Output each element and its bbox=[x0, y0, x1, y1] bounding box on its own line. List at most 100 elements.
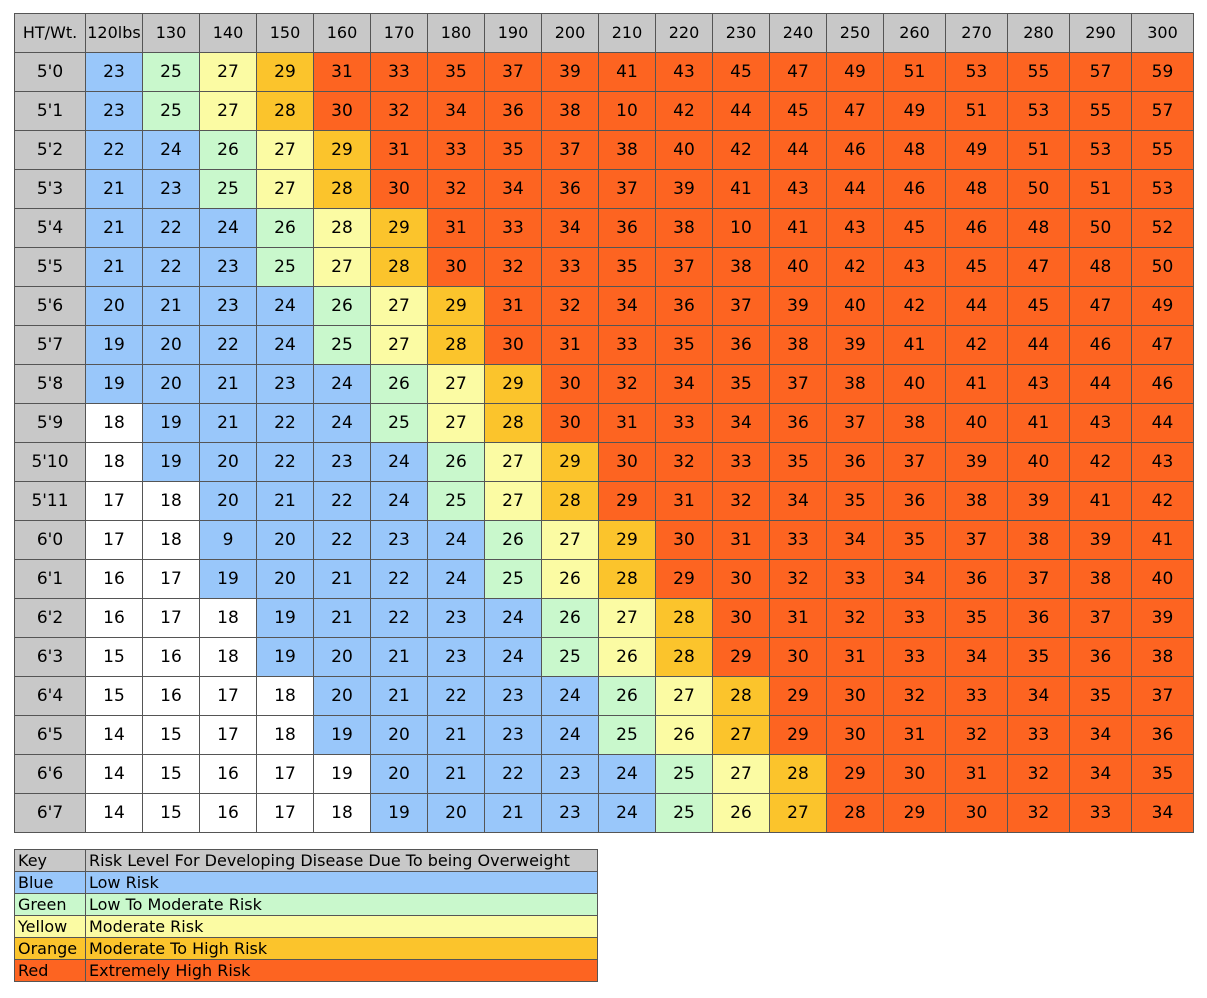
bmi-value-cell: 32 bbox=[712, 481, 770, 521]
bmi-value-cell: 36 bbox=[1131, 715, 1194, 755]
weight-header-cell: 120lbs bbox=[85, 13, 143, 53]
bmi-value-cell: 42 bbox=[883, 286, 946, 326]
bmi-value-cell: 41 bbox=[1069, 481, 1132, 521]
bmi-value-cell: 37 bbox=[1069, 598, 1132, 638]
bmi-value-cell: 47 bbox=[1131, 325, 1194, 365]
bmi-value-cell: 33 bbox=[541, 247, 599, 287]
bmi-value-cell: 23 bbox=[85, 52, 143, 92]
bmi-value-cell: 22 bbox=[370, 559, 428, 599]
bmi-value-cell: 18 bbox=[142, 520, 200, 560]
table-row: 6'1 16 17 19 20 21 22 24 25 26 28 29 30 32 33 34 36 37 38 4… bbox=[14, 559, 1194, 599]
bmi-value-cell: 36 bbox=[1007, 598, 1070, 638]
key-header-label: Key bbox=[14, 849, 86, 872]
table-row: 6'5 14 15 17 18 19 20 21 23 24 25 26 27 29 30 31 32 33 34 3… bbox=[14, 715, 1194, 755]
bmi-value-cell: 23 bbox=[142, 169, 200, 209]
bmi-value-cell: 47 bbox=[769, 52, 827, 92]
bmi-value-cell: 26 bbox=[427, 442, 485, 482]
table-row: 5'10 18 19 20 22 23 24 26 27 29 30 32 33 35 36 37 39 40 42… bbox=[14, 442, 1194, 482]
bmi-value-cell: 40 bbox=[883, 364, 946, 404]
bmi-value-cell: 28 bbox=[826, 793, 884, 833]
bmi-value-cell: 16 bbox=[85, 559, 143, 599]
bmi-value-cell: 36 bbox=[945, 559, 1008, 599]
bmi-value-cell: 34 bbox=[769, 481, 827, 521]
bmi-value-cell: 20 bbox=[256, 520, 314, 560]
bmi-value-cell: 27 bbox=[199, 91, 257, 131]
bmi-value-cell: 38 bbox=[945, 481, 1008, 521]
bmi-value-cell: 53 bbox=[1007, 91, 1070, 131]
bmi-value-cell: 22 bbox=[370, 598, 428, 638]
bmi-value-cell: 33 bbox=[883, 637, 946, 677]
bmi-value-cell: 14 bbox=[85, 754, 143, 794]
bmi-value-cell: 33 bbox=[598, 325, 656, 365]
bmi-value-cell: 22 bbox=[427, 676, 485, 716]
table-row: 6'4 15 16 17 18 20 21 22 23 24 26 27 28 29 30 32 33 34 35 3… bbox=[14, 676, 1194, 716]
bmi-value-cell: 21 bbox=[199, 403, 257, 443]
bmi-value-cell: 21 bbox=[313, 598, 371, 638]
bmi-value-cell: 34 bbox=[883, 559, 946, 599]
bmi-value-cell: 33 bbox=[826, 559, 884, 599]
bmi-value-cell: 34 bbox=[1069, 754, 1132, 794]
bmi-value-cell: 45 bbox=[883, 208, 946, 248]
bmi-value-cell: 28 bbox=[769, 754, 827, 794]
bmi-value-cell: 21 bbox=[256, 481, 314, 521]
bmi-value-cell: 27 bbox=[370, 325, 428, 365]
bmi-value-cell: 31 bbox=[541, 325, 599, 365]
bmi-value-cell: 57 bbox=[1069, 52, 1132, 92]
bmi-value-cell: 40 bbox=[655, 130, 713, 170]
bmi-value-cell: 40 bbox=[769, 247, 827, 287]
bmi-value-cell: 24 bbox=[256, 325, 314, 365]
bmi-value-cell: 23 bbox=[541, 793, 599, 833]
bmi-value-cell: 20 bbox=[370, 715, 428, 755]
bmi-value-cell: 51 bbox=[945, 91, 1008, 131]
key-color-name: Orange bbox=[14, 937, 86, 960]
weight-header-cell: 230 bbox=[712, 13, 770, 53]
bmi-value-cell: 16 bbox=[142, 637, 200, 677]
table-row: 6'2 16 17 18 19 21 22 23 24 26 27 28 30 31 32 33 35 36 37 3… bbox=[14, 598, 1194, 638]
bmi-value-cell: 34 bbox=[541, 208, 599, 248]
bmi-value-cell: 26 bbox=[655, 715, 713, 755]
bmi-value-cell: 35 bbox=[712, 364, 770, 404]
bmi-value-cell: 40 bbox=[1131, 559, 1194, 599]
key-header-row: Key Risk Level For Developing Disease Du… bbox=[14, 849, 598, 872]
bmi-value-cell: 22 bbox=[256, 403, 314, 443]
bmi-value-cell: 22 bbox=[142, 247, 200, 287]
bmi-value-cell: 30 bbox=[826, 715, 884, 755]
bmi-value-cell: 42 bbox=[655, 91, 713, 131]
bmi-value-cell: 42 bbox=[826, 247, 884, 287]
table-row: 6'6 14 15 16 17 19 20 21 22 23 24 25 27 28 29 30 31 32 34 3… bbox=[14, 754, 1194, 794]
bmi-value-cell: 24 bbox=[427, 520, 485, 560]
weight-header-cell: 210 bbox=[598, 13, 656, 53]
bmi-value-cell: 37 bbox=[598, 169, 656, 209]
bmi-value-cell: 22 bbox=[256, 442, 314, 482]
weight-header-cell: 300 bbox=[1131, 13, 1194, 53]
weight-header-cell: 240 bbox=[769, 13, 827, 53]
bmi-value-cell: 48 bbox=[883, 130, 946, 170]
bmi-value-cell: 35 bbox=[769, 442, 827, 482]
bmi-value-cell: 46 bbox=[1131, 364, 1194, 404]
bmi-value-cell: 21 bbox=[199, 364, 257, 404]
bmi-value-cell: 21 bbox=[85, 169, 143, 209]
bmi-value-cell: 34 bbox=[484, 169, 542, 209]
bmi-value-cell: 33 bbox=[484, 208, 542, 248]
table-row: 5'7 19 20 22 24 25 27 28 30 31 33 35 36 38 39 41 42 44 46 4… bbox=[14, 325, 1194, 365]
bmi-value-cell: 42 bbox=[1069, 442, 1132, 482]
bmi-value-cell: 33 bbox=[655, 403, 713, 443]
bmi-value-cell: 19 bbox=[85, 325, 143, 365]
bmi-value-cell: 35 bbox=[826, 481, 884, 521]
height-label-cell: 5'10 bbox=[14, 442, 86, 482]
bmi-value-cell: 20 bbox=[313, 637, 371, 677]
bmi-table: HT/Wt. 120lbs 130 140 150 160 170 180 190 200 210… bbox=[14, 13, 1194, 833]
bmi-value-cell: 22 bbox=[199, 325, 257, 365]
bmi-value-cell: 36 bbox=[826, 442, 884, 482]
bmi-value-cell: 29 bbox=[484, 364, 542, 404]
bmi-value-cell: 36 bbox=[769, 403, 827, 443]
bmi-value-cell: 41 bbox=[945, 364, 1008, 404]
bmi-value-cell: 30 bbox=[484, 325, 542, 365]
height-label-cell: 6'4 bbox=[14, 676, 86, 716]
bmi-value-cell: 17 bbox=[256, 754, 314, 794]
bmi-value-cell: 45 bbox=[769, 91, 827, 131]
bmi-value-cell: 24 bbox=[199, 208, 257, 248]
bmi-value-cell: 26 bbox=[541, 598, 599, 638]
bmi-value-cell: 19 bbox=[370, 793, 428, 833]
bmi-value-cell: 25 bbox=[142, 91, 200, 131]
